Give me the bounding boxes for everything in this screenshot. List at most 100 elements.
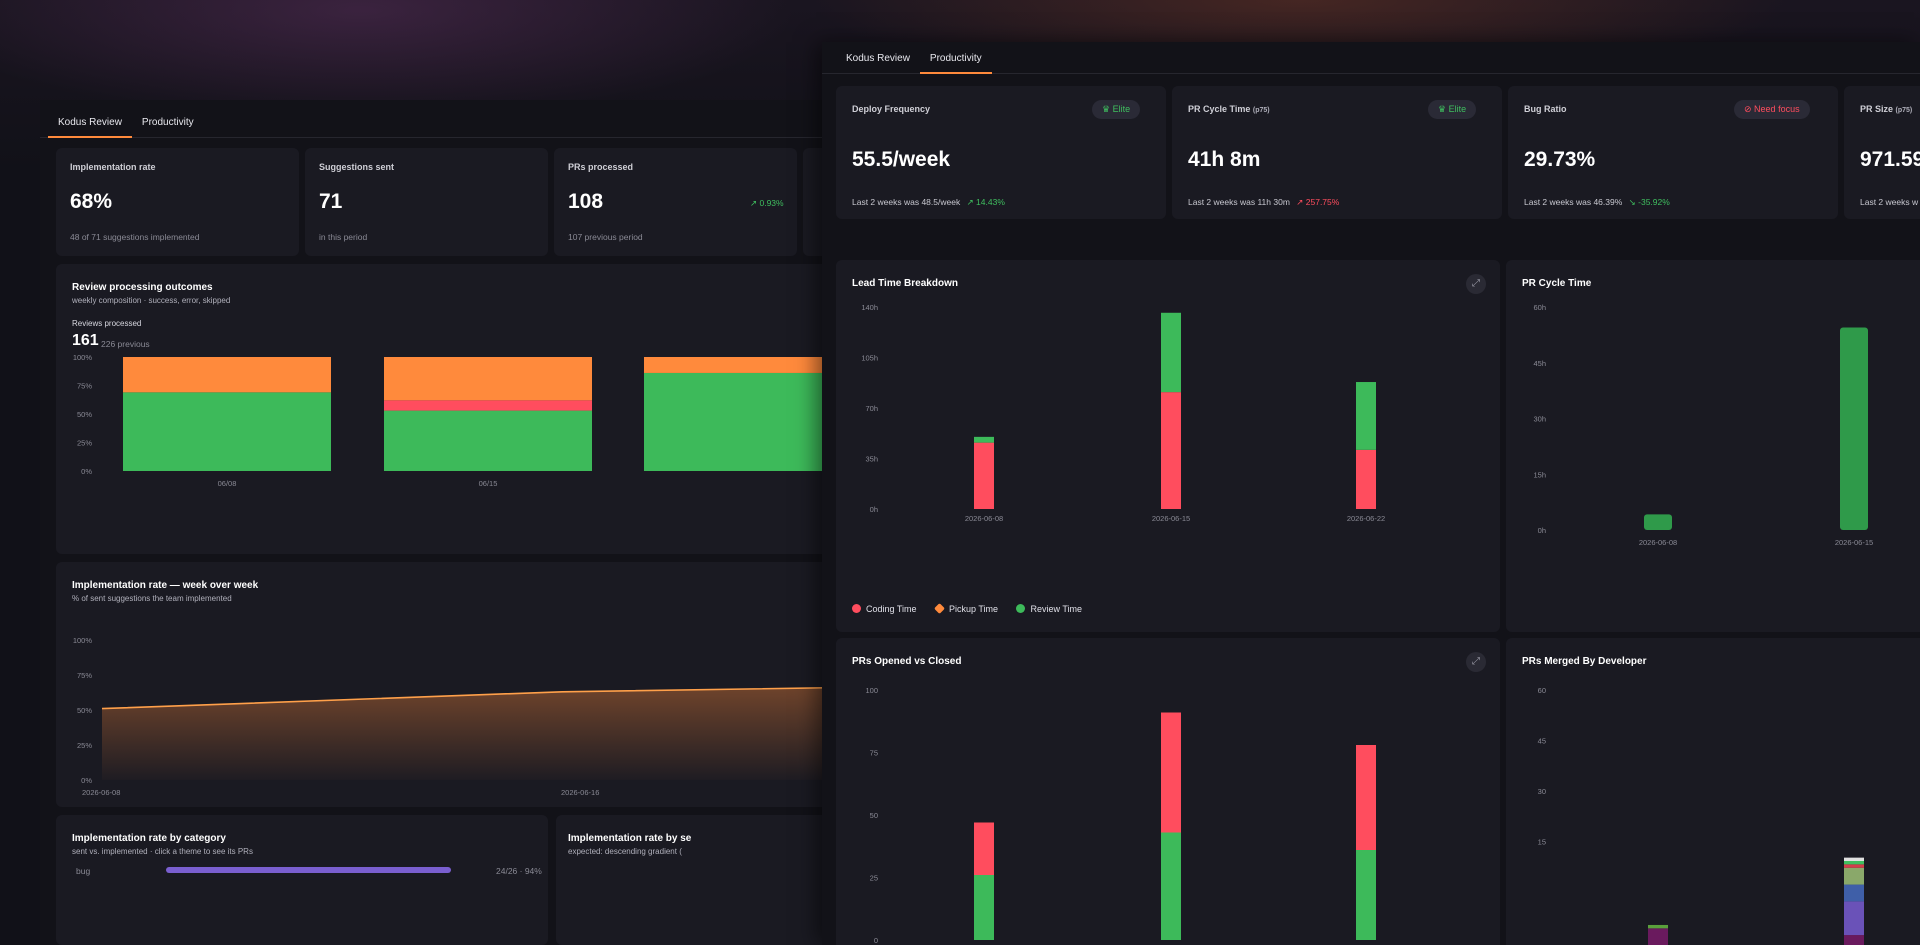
y-tick-label: 140h [861,303,878,312]
y-tick-label: 105h [861,354,878,363]
kpi-title: PRs processed [568,162,634,172]
legend-label: Coding Time [866,603,917,614]
bar-segment-skipped [123,357,331,393]
kpi-title-unit: (p75) [1895,107,1913,114]
y-tick-label: 0% [81,467,92,476]
kpi-prev: Last 2 weeks was 48.5/week ↗ 14.43% [852,197,1005,208]
back-tab-bar: Kodus Review Productivity [40,100,840,138]
y-tick-label: 75 [870,749,878,758]
expand-icon[interactable]: ⤢ [1466,274,1486,294]
implementation-rate-chart: 100% 75% 50% 25% 0% 2026-06-08 2026-06-16 [73,636,840,797]
bar [1840,327,1868,530]
y-tick-label: 100 [865,686,878,695]
elite-badge: ♛ Elite [1092,100,1141,119]
y-tick-label: 50% [77,706,92,715]
legend-item-pickup-time[interactable]: Pickup Time [934,603,999,614]
kpi-trend: ↗ 257.75% [1296,197,1340,207]
y-tick-label: 50% [77,410,92,419]
kpi-card-suggestions-sent: Suggestions sent 71 in this period [305,148,548,256]
tab-kodus-review[interactable]: Kodus Review [48,117,132,138]
kpi-title: Bug Ratio [1524,104,1567,114]
prs-opened-closed-chart: 100 75 50 25 0 [865,686,1376,945]
x-tick-label: 06/15 [479,479,498,488]
stat-label: Reviews processed [72,319,142,328]
kpi-prev-text: Last 2 weeks was 46.39% [1524,197,1623,207]
y-tick-label: 45h [1533,359,1546,368]
kodus-review-window: Kodus Review Productivity Implementation… [40,100,840,945]
kpi-card-pr-size: PR Size (p75) 971.59 Last 2 weeks w [1844,86,1920,219]
need-focus-badge: ⊘ Need focus [1734,100,1810,119]
review-outcomes-chart: 100% 75% 50% 25% 0% 06/08 06/15 [73,353,840,488]
x-tick-label: 2026-06-08 [1639,538,1677,547]
category-bar[interactable] [166,867,451,873]
section-subtitle: weekly composition · success, error, ski… [72,296,231,305]
bar-segment-success [644,372,840,471]
area-line [101,686,840,710]
section-title: Lead Time Breakdown [852,278,958,289]
prs-opened-closed-card: PRs Opened vs Closed ⤢ 100 75 50 25 0 [836,638,1500,945]
section-title: PRs Opened vs Closed [852,656,962,667]
lead-time-legend: Coding Time Pickup Time Review Time [852,600,1096,618]
kpi-value: 41h 8m [1188,148,1261,171]
y-tick-label: 0h [1538,526,1546,535]
kpi-sub: in this period [319,232,368,242]
bar-segment-error [384,400,592,411]
kpi-card-pr-cycle-time: PR Cycle Time (p75) ♛ Elite 41h 8m Last … [1172,86,1502,219]
bar-segment [1648,924,1668,929]
y-tick-label: 0 [874,936,878,945]
y-tick-label: 0h [870,505,878,514]
kpi-prev-text: Last 2 weeks was 48.5/week [852,197,961,207]
tab-productivity[interactable]: Productivity [919,53,992,74]
section-title: PRs Merged By Developer [1522,656,1647,667]
bar-segment-coding-time [1356,449,1376,509]
x-tick-label: 2026-06-08 [965,514,1003,523]
bar-segment [1844,867,1864,885]
legend-item-review-time[interactable]: Review Time [1016,604,1082,614]
lead-time-chart: 140h 105h 70h 35h 0h 2026-06-08 2026-06-15 2026… [861,303,1385,523]
kpi-card-bug-ratio: Bug Ratio ⊘ Need focus 29.73% Last 2 wee… [1508,86,1838,219]
tab-kodus-review[interactable]: Kodus Review [846,53,910,64]
kpi-card-implementation-rate: Implementation rate 68% 48 of 71 suggest… [56,148,299,256]
bar-segment [1844,857,1864,861]
badge-label: Need focus [1754,104,1800,114]
tab-productivity[interactable]: Productivity [141,117,194,128]
kpi-title-wrap: PR Cycle Time (p75) [1188,104,1270,114]
legend-label: Pickup Time [948,603,999,614]
kpi-title: PR Cycle Time [1188,104,1251,114]
elite-badge: ♛ Elite [1428,100,1477,119]
legend-item-coding-time[interactable]: Coding Time [852,604,917,614]
by-severity-card: Implementation rate by se expected: desc… [556,815,840,945]
expand-icon[interactable]: ⤢ [1466,652,1486,672]
y-tick-label: 100% [73,353,93,362]
review-outcomes-card: Review processing outcomes weekly compos… [56,264,840,554]
bar-segment [1844,901,1864,936]
kpi-card-prs-processed: PRs processed 108 ↗ 0.93% 107 previous p… [554,148,797,256]
y-tick-label: 25% [77,741,92,750]
y-tick-label: 70h [865,404,878,413]
kpi-title-unit: (p75) [1252,107,1270,114]
category-row-label[interactable]: bug [76,866,91,876]
kpi-trend: ↘ -35.92% [1628,197,1670,207]
bar-segment-review-time [1161,312,1181,393]
x-tick-label: 2026-06-15 [1835,538,1873,547]
kpi-value: 971.59 [1860,148,1920,171]
x-tick-label: 2026-06-22 [1347,514,1385,523]
y-tick-label: 60 [1538,686,1546,695]
y-tick-label: 15 [1538,838,1546,847]
section-title: Implementation rate — week over week [72,580,259,591]
kpi-trend: ↗ 0.93% [750,198,784,208]
bar-segment [1844,935,1864,945]
lead-time-card: Lead Time Breakdown ⤢ 140h 105h 70h 35h 0h 20… [836,260,1500,632]
legend-dot [1016,604,1026,613]
y-tick-label: 15h [1533,470,1546,479]
section-subtitle: expected: descending gradient ( [568,847,682,856]
kpi-title-wrap: PR Size (p75) [1860,104,1912,114]
x-tick-label: 2026-06-15 [1152,514,1190,523]
kpi-value: 55.5/week [852,148,951,171]
y-tick-label: 35h [865,455,878,464]
y-tick-label: 25% [77,439,92,448]
kpi-prev-text: Last 2 weeks w [1860,197,1919,207]
section-subtitle: % of sent suggestions the team implement… [72,594,232,603]
x-tick-label: 2026-06-16 [561,788,599,797]
bar-segment [1648,928,1668,945]
